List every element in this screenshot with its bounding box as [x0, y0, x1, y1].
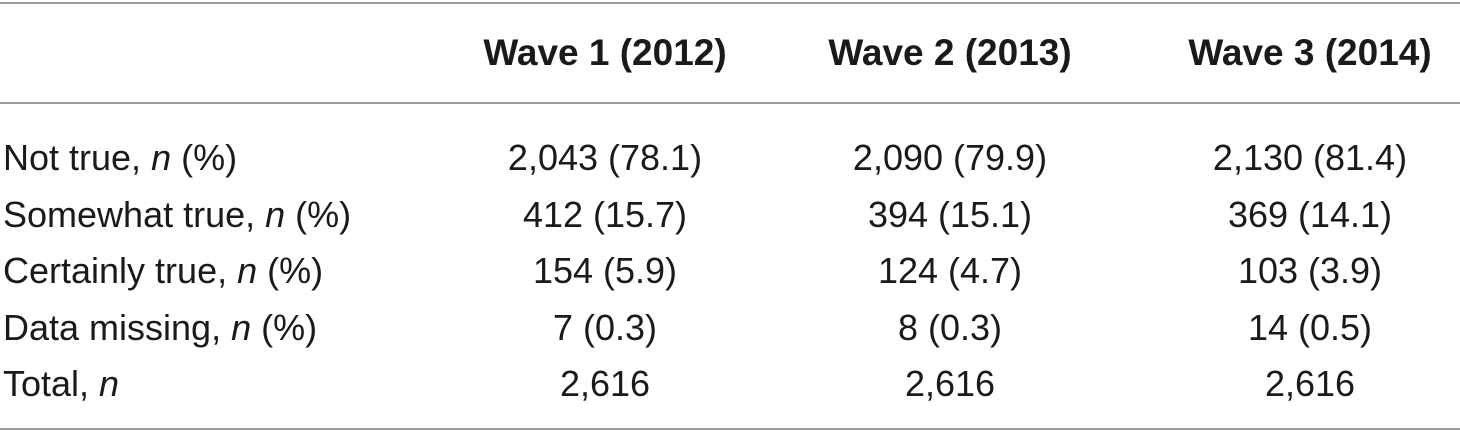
- table-cell: 2,616: [1264, 363, 1356, 404]
- table-body: Not true, n (%) 2,043 (78.1) 2,090 (79.9…: [0, 133, 1460, 416]
- table-row: Total, n 2,616 2,616 2,616: [0, 359, 1460, 416]
- row-label: Certainly true, n (%): [3, 250, 324, 291]
- table-cell: 8 (0.3): [897, 306, 1003, 348]
- table-cell: 2,090 (79.9): [852, 137, 1048, 178]
- table-cell: 103 (3.9): [1237, 250, 1383, 291]
- table-cell: 124 (4.7): [877, 250, 1023, 291]
- table-header-rule: [0, 102, 1460, 104]
- table-cell: 7 (0.3): [552, 306, 658, 348]
- table-cell: 14 (0.5): [1247, 306, 1373, 348]
- table-cell: 412 (15.7): [522, 193, 688, 235]
- table-cell: 2,616: [559, 363, 651, 404]
- table-cell: 154 (5.9): [532, 250, 678, 291]
- row-label: Total, n: [3, 363, 120, 404]
- row-label: Not true, n (%): [3, 137, 238, 178]
- table-row: Not true, n (%) 2,043 (78.1) 2,090 (79.9…: [0, 133, 1460, 190]
- table-top-rule: [0, 2, 1460, 4]
- table-row: Certainly true, n (%) 154 (5.9) 124 (4.7…: [0, 246, 1460, 303]
- column-header-wave-1: Wave 1 (2012): [483, 32, 727, 73]
- table-header-row: Wave 1 (2012) Wave 2 (2013) Wave 3 (2014…: [0, 28, 1460, 78]
- table-cell: 2,130 (81.4): [1212, 137, 1408, 178]
- table-cell: 369 (14.1): [1227, 193, 1393, 235]
- row-label: Somewhat true, n (%): [3, 193, 352, 235]
- row-label: Data missing, n (%): [3, 306, 318, 348]
- table-cell: 2,043 (78.1): [507, 137, 703, 178]
- table-bottom-rule: [0, 428, 1460, 430]
- column-header-wave-2: Wave 2 (2013): [828, 32, 1072, 73]
- table-cell: 2,616: [904, 363, 996, 404]
- table-row: Somewhat true, n (%) 412 (15.7) 394 (15.…: [0, 190, 1460, 247]
- table-row: Data missing, n (%) 7 (0.3) 8 (0.3) 14 (…: [0, 303, 1460, 360]
- table-cell: 394 (15.1): [867, 193, 1033, 235]
- column-header-wave-3: Wave 3 (2014): [1188, 32, 1432, 73]
